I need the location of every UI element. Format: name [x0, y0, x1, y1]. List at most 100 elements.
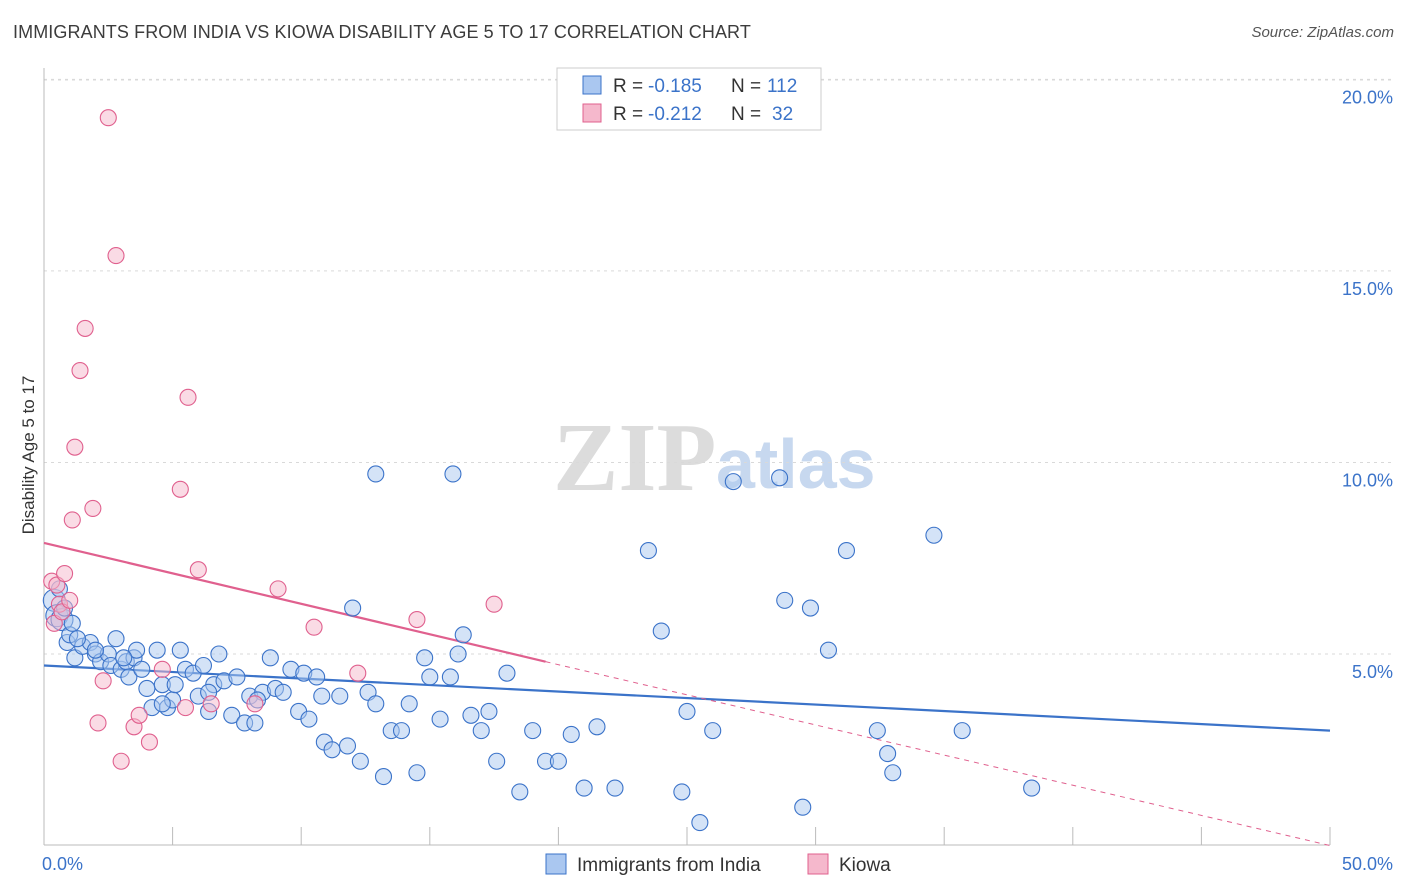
kiowa-point: [202, 695, 220, 713]
watermark-zip: ZIP: [553, 404, 716, 512]
x-tick-labels: 0.0% 50.0%: [42, 854, 1393, 874]
kiowa-point: [76, 319, 94, 337]
stats-n-label-india: N =: [731, 76, 761, 97]
india-point: [115, 649, 133, 667]
india-point: [498, 664, 516, 682]
stats-swatch-india: [582, 75, 602, 95]
india-point: [68, 630, 86, 648]
kiowa-point: [485, 595, 503, 613]
india-point: [794, 798, 812, 816]
india-point: [261, 649, 279, 667]
india-point: [153, 695, 171, 713]
india-point: [472, 722, 490, 740]
legend-swatch-kiowa: [807, 853, 829, 875]
india-point: [562, 725, 580, 743]
india-point: [588, 718, 606, 736]
india-point: [549, 752, 567, 770]
india-point: [308, 668, 326, 686]
series-kiowa-points: [43, 109, 503, 770]
india-point: [488, 752, 506, 770]
stats-r-value-india: -0.185: [648, 76, 702, 97]
series-india-points: [42, 465, 1041, 832]
kiowa-point: [140, 733, 159, 751]
kiowa-point: [305, 618, 323, 636]
india-point: [416, 649, 434, 667]
legend-swatch-india: [545, 853, 567, 875]
stats-n-value-india: 112: [767, 76, 797, 97]
india-point: [511, 783, 529, 801]
stats-swatch-kiowa: [582, 103, 602, 123]
grid-lines: [44, 78, 1394, 655]
india-point: [138, 679, 156, 698]
india-point: [128, 641, 146, 659]
india-point: [673, 783, 691, 801]
india-point: [819, 641, 838, 659]
y-tick-label-2: 15.0%: [1342, 279, 1393, 299]
india-point: [837, 542, 856, 560]
watermark: ZIP atlas: [553, 404, 876, 512]
india-point: [223, 706, 241, 724]
stats-r-label-india: R =: [613, 76, 643, 97]
india-point: [133, 660, 151, 678]
india-point: [480, 702, 498, 721]
axes: [43, 68, 1331, 846]
india-point: [884, 764, 902, 782]
india-point: [652, 622, 670, 640]
india-point: [724, 473, 742, 491]
india-point: [771, 469, 789, 487]
india-point: [444, 465, 462, 483]
india-point: [462, 706, 480, 724]
stats-legend: R = -0.185 N = 112 R = -0.212 N = 32: [556, 67, 822, 131]
stats-n-value-kiowa: 32: [772, 104, 793, 125]
india-point: [351, 752, 369, 770]
kiowa-point: [107, 247, 125, 265]
india-point: [449, 645, 467, 663]
india-point: [691, 813, 709, 832]
india-point: [86, 641, 104, 659]
kiowa-point: [94, 672, 112, 690]
india-point: [300, 710, 318, 728]
india-point: [120, 668, 138, 686]
kiowa-point: [61, 591, 79, 609]
india-point: [408, 764, 426, 782]
stats-r-value-kiowa: -0.212: [648, 104, 702, 125]
india-point: [374, 768, 393, 786]
legend-label-india: Immigrants from India: [577, 855, 761, 876]
kiowa-point: [71, 361, 89, 380]
watermark-atlas: atlas: [716, 425, 876, 503]
india-point: [421, 668, 439, 686]
india-point: [107, 630, 125, 648]
india-point: [367, 695, 385, 713]
kiowa-point: [89, 714, 107, 732]
india-point: [367, 465, 385, 483]
india-point: [678, 702, 696, 721]
india-point: [274, 683, 292, 701]
india-trend-line: [43, 664, 1331, 732]
kiowa-point: [171, 480, 189, 498]
bottom-legend: Immigrants from India Kiowa: [545, 853, 891, 876]
kiowa-point: [349, 664, 367, 682]
kiowa-point: [408, 610, 426, 629]
kiowa-point: [176, 699, 195, 717]
india-point: [1023, 779, 1041, 797]
kiowa-point: [99, 109, 117, 127]
x-tick-label-0: 0.0%: [42, 854, 83, 874]
india-point: [400, 695, 418, 713]
india-point: [246, 714, 264, 732]
legend-label-kiowa: Kiowa: [839, 855, 891, 876]
india-point: [776, 591, 794, 609]
kiowa-point: [56, 565, 74, 583]
kiowa-point: [269, 580, 287, 598]
india-point: [639, 542, 657, 560]
india-point: [331, 687, 349, 705]
kiowa-point: [112, 752, 130, 770]
stats-r-label-kiowa: R =: [613, 104, 643, 125]
india-point: [801, 599, 820, 617]
india-point: [606, 779, 624, 797]
kiowa-point: [153, 660, 171, 678]
india-point: [575, 779, 593, 797]
stats-n-label-kiowa: N =: [731, 104, 761, 125]
india-point: [868, 722, 886, 740]
india-point: [524, 722, 542, 740]
